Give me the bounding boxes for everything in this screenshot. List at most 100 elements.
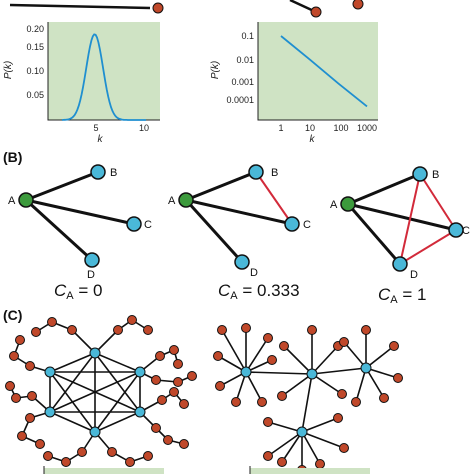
node-d [234,254,250,270]
hub-node [134,366,146,378]
leaf-node [47,317,57,327]
ytick-0.05: 0.05 [26,90,44,100]
leaf-node [389,341,399,351]
node-label-a: A [8,195,16,207]
ytick-0.1: 0.1 [241,31,254,41]
leaf-node [151,423,161,433]
hub-node [306,368,318,380]
leaf-node [127,315,137,325]
leaf-node [113,325,123,335]
clustering-example-2: A B C D CA = 0.333 [168,164,311,302]
clustering-example-1: A B C D CA = 0 [8,164,152,302]
leaf-node [307,325,317,335]
node-label-d: D [250,267,258,279]
leaf-node [11,393,21,403]
plot-right-ylabel: P(k) [210,61,221,79]
leaf-node [9,351,19,361]
clique-edge [94,352,141,373]
plot-left: 0.20 0.15 0.10 0.05 5 10 P(k) k [3,22,160,145]
panel-label-b: (B) [3,149,22,165]
caption-2: CA = 0.333 [218,281,300,302]
hub-node [89,426,101,438]
hub-node [240,366,252,378]
ytick-0.15: 0.15 [26,42,44,52]
node-b [248,164,264,180]
node-c [284,216,300,232]
plot-right-curve [280,35,368,108]
spoke-edge [301,431,321,465]
leaf-node [277,457,287,467]
leaf-node [151,375,161,385]
spoke-edge [281,431,303,463]
xtick-100: 100 [333,123,348,133]
clique-edge [94,411,141,433]
plot-right-xlabel: k [310,134,316,145]
xtick-1000: 1000 [357,123,377,133]
hub-edge [245,371,313,375]
plot-left-curve [61,33,146,121]
spoke-edge [343,341,367,369]
hub-edge [311,367,367,375]
leaf-node [263,417,273,427]
panel-a-top-fragment [9,0,364,18]
xtick-1: 1 [278,123,283,133]
node-label-b: B [432,169,439,181]
leaf-node [393,373,403,383]
ytick-0.0001: 0.0001 [226,95,254,105]
spoke-edge [355,367,367,403]
node-b [412,166,428,182]
spoke-edge [365,367,399,379]
hub-node [89,347,101,359]
node-c [126,216,142,232]
network-clique-with-chains [5,315,197,467]
leaf-node [143,451,153,461]
plot-right: 0.1 0.01 0.001 0.0001 1 10 100 1000 P(k)… [210,22,378,145]
node-label-a: A [330,199,338,211]
leaf-node [17,431,27,441]
hub-node [134,406,146,418]
network-hub-and-spoke [213,323,403,474]
leaf-node [125,457,135,467]
node-d [84,252,100,268]
leaf-node [173,359,183,369]
node-label-c: C [303,219,311,231]
leaf-node [179,399,189,409]
caption-3: CA = 1 [378,285,426,306]
leaf-node [267,355,277,365]
clique-edge [49,352,96,373]
leaf-node [263,333,273,343]
ytick-0.001: 0.001 [231,77,254,87]
leaf-node [43,451,53,461]
leaf-node [25,413,35,423]
hub-node [360,362,372,374]
spoke-edge [365,345,395,369]
leaf-node [5,381,15,391]
leaf-node [27,391,37,401]
clique-edge [49,371,96,433]
leaf-node [231,397,241,407]
ytick-0.01: 0.01 [236,55,254,65]
leaf-node [143,325,153,335]
spoke-edge [281,373,313,397]
leaf-node [315,459,325,469]
node-b [90,164,106,180]
node-label-b: B [271,167,278,179]
leaf-node [169,345,179,355]
spoke-edge [365,367,385,399]
leaf-node [379,393,389,403]
leaf-node [339,443,349,453]
leaf-node [213,351,223,361]
spoke-edge [267,431,303,457]
leaf-node [339,337,349,347]
clique-edge [49,411,96,433]
spoke-edge [283,345,313,375]
spoke-edge [301,431,345,449]
node-a [18,192,34,208]
leaf-node [15,335,25,345]
bottom-fragment [43,466,370,474]
leaf-node [263,451,273,461]
hub-edge [301,373,313,433]
leaf-node [277,391,287,401]
plot-left-xlabel: k [98,134,104,145]
